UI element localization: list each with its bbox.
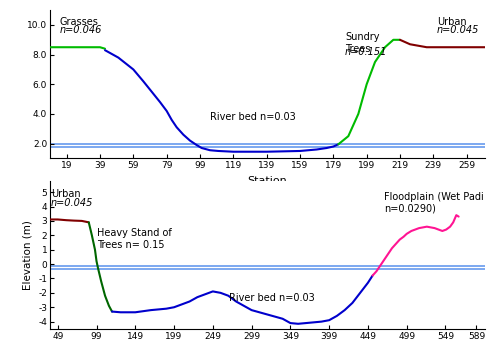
Text: Heavy Stand of
Trees n= 0.15: Heavy Stand of Trees n= 0.15 [98,228,172,250]
Text: n=0.151: n=0.151 [345,47,388,57]
X-axis label: Station: Station [248,176,288,186]
Text: River bed n=0.03: River bed n=0.03 [229,293,315,303]
Y-axis label: Elevation (m): Elevation (m) [22,220,32,290]
Text: Urban: Urban [436,17,466,27]
Text: n=0.045: n=0.045 [436,25,479,35]
Text: n=0.045: n=0.045 [51,198,93,208]
Text: Floodplain (Wet Padi
n=0.0290): Floodplain (Wet Padi n=0.0290) [384,192,484,214]
Text: River bed n=0.03: River bed n=0.03 [210,113,296,122]
Text: Sundry
Trees: Sundry Trees [345,33,380,54]
Text: Grasses: Grasses [60,17,99,27]
Text: n=0.046: n=0.046 [60,25,102,35]
Text: (a): (a) [260,236,276,245]
Legend: Maximum and minimum water levels the year 2003: Maximum and minimum water levels the yea… [161,219,417,235]
Text: Urban: Urban [51,189,80,199]
